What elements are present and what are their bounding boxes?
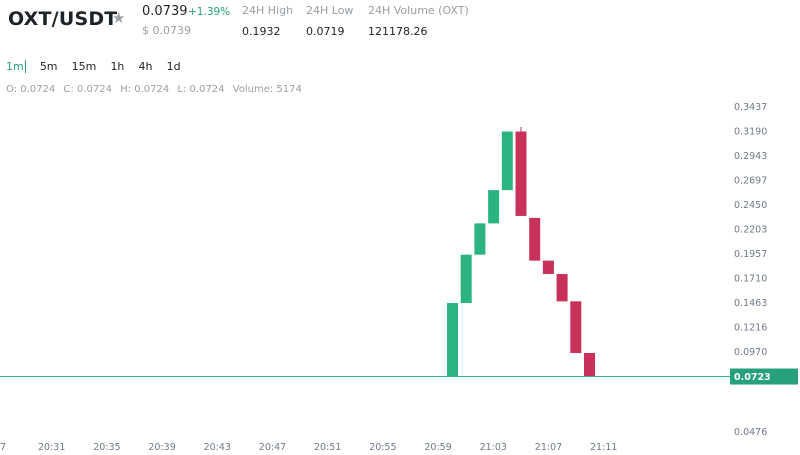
- candle-body: [584, 352, 595, 377]
- candle-body: [501, 131, 513, 191]
- ohlc-readout: O: 0.0724 C: 0.0724 H: 0.0724 L: 0.0724 …: [6, 84, 307, 95]
- x-tick-label: 21:07: [535, 442, 562, 453]
- candle-body: [570, 301, 582, 353]
- stat-label: 24H Volume (OXT): [368, 4, 469, 17]
- x-tick-label: 20:39: [148, 442, 175, 453]
- tab-interval-5m[interactable]: 5m: [39, 60, 58, 73]
- y-tick-label: 0.1957: [734, 249, 767, 260]
- stat-24h-volume: 24H Volume (OXT) 121178.26: [368, 4, 469, 38]
- candle-body: [515, 131, 527, 216]
- y-tick-label: 0.3190: [734, 127, 767, 138]
- x-tick-label: 20:59: [424, 442, 451, 453]
- y-tick-label: 0.2203: [734, 225, 767, 236]
- stat-24h-high: 24H High 0.1932: [242, 4, 293, 38]
- x-tick-label: 20:47: [259, 442, 286, 453]
- candle-body: [460, 254, 472, 304]
- candle-body: [556, 274, 568, 302]
- price-change: +1.39%: [188, 6, 231, 18]
- x-tick-label: 21:03: [480, 442, 507, 453]
- candle-body: [488, 190, 500, 224]
- tab-interval-4h[interactable]: 4h: [138, 60, 153, 73]
- price-usd: $ 0.0739: [142, 24, 191, 37]
- ohlc-open: O: 0.0724: [6, 84, 56, 95]
- x-tick-label: 20:35: [93, 442, 120, 453]
- candle-body: [542, 260, 554, 275]
- x-tick-label: 7: [0, 442, 6, 453]
- y-tick-label: 0.0476: [734, 427, 767, 438]
- x-tick-label: 20:51: [314, 442, 341, 453]
- y-tick-label: 0.0970: [734, 347, 767, 358]
- pair-title: OXT/USDT: [8, 8, 118, 30]
- y-tick-label: 0.1710: [734, 274, 767, 285]
- y-tick-label: 0.3437: [734, 102, 767, 113]
- y-tick-label: 0.2943: [734, 151, 767, 162]
- y-tick-label: 0.1463: [734, 298, 767, 309]
- ticker-header: OXT/USDT ★ 0.0739 +1.39% $ 0.0739 24H Hi…: [0, 0, 800, 44]
- ohlc-low: L: 0.0724: [177, 84, 225, 95]
- ohlc-close: C: 0.0724: [63, 84, 112, 95]
- x-tick-label: 21:11: [590, 442, 617, 453]
- x-tick-label: 20:55: [369, 442, 396, 453]
- tab-interval-1h[interactable]: 1h: [110, 60, 125, 73]
- tab-interval-1d[interactable]: 1d: [166, 60, 181, 73]
- tab-interval-1m[interactable]: 1m: [6, 60, 26, 73]
- stat-label: 24H Low: [306, 4, 354, 17]
- stat-value: 0.1932: [242, 25, 281, 38]
- x-tick-label: 20:31: [38, 442, 65, 453]
- current-price-label: 0.0723: [734, 372, 771, 383]
- x-tick-label: 20:43: [204, 442, 231, 453]
- stat-label: 24H High: [242, 4, 294, 17]
- stat-value: 0.0719: [306, 25, 345, 38]
- candle-body: [447, 303, 458, 377]
- y-tick-label: 0.1216: [734, 323, 767, 334]
- y-tick-label: 0.2450: [734, 200, 767, 211]
- current-price-tag: [730, 368, 798, 385]
- stat-24h-low: 24H Low 0.0719: [306, 4, 353, 38]
- tab-interval-15m[interactable]: 15m: [71, 60, 97, 73]
- ohlc-volume: Volume: 5174: [232, 84, 302, 95]
- y-tick-label: 0.2697: [734, 176, 767, 187]
- last-price: 0.0739: [142, 4, 188, 19]
- star-icon[interactable]: ★: [112, 9, 126, 27]
- candle-body: [529, 217, 541, 261]
- stat-value: 121178.26: [368, 25, 428, 38]
- interval-tabs: 1m 5m 15m 1h 4h 1d: [6, 55, 190, 73]
- candle-body: [474, 223, 486, 255]
- ohlc-high: H: 0.0724: [120, 84, 170, 95]
